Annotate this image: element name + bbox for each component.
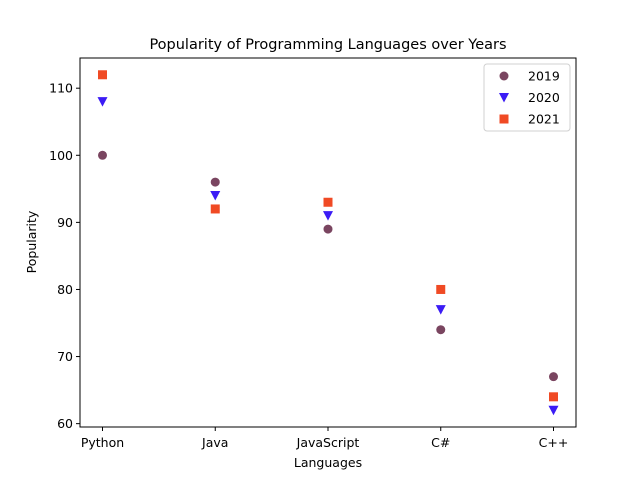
point-2020-c- — [548, 405, 559, 416]
point-2020-javascript — [323, 211, 333, 221]
legend-label: 2019 — [528, 69, 560, 84]
legend-label: 2021 — [528, 112, 560, 127]
x-tick-label: C# — [431, 435, 450, 450]
y-tick-label: 60 — [57, 416, 73, 431]
y-tick-label: 70 — [57, 349, 73, 364]
point-2020-python — [97, 97, 108, 107]
y-tick-label: 110 — [49, 81, 73, 96]
y-tick-label: 100 — [49, 148, 73, 163]
legend-marker-2020 — [499, 93, 509, 103]
legend: 2019 2020 2021 — [483, 63, 571, 132]
chart-title: Popularity of Programming Languages over… — [149, 37, 506, 53]
point-2019-c- — [549, 372, 558, 382]
y-axis: 60 70 80 90 100 110 — [49, 81, 80, 431]
legend-marker-2021 — [499, 114, 509, 124]
point-2019-javascript — [323, 224, 333, 234]
point-2021-c- — [549, 392, 558, 402]
y-tick-label: 90 — [57, 215, 73, 230]
x-tick-label: Python — [81, 435, 124, 450]
y-axis-label: Popularity — [24, 210, 39, 273]
x-tick-label: Java — [201, 435, 228, 450]
legend-marker-2019 — [499, 71, 509, 81]
point-2021-python — [98, 70, 107, 80]
x-tick-label: C++ — [539, 435, 569, 450]
point-2021-c- — [436, 284, 446, 294]
point-2021-javascript — [323, 197, 333, 207]
x-axis: Python Java JavaScript C# C++ — [81, 427, 569, 450]
legend-box — [483, 63, 571, 132]
point-2020-java — [210, 191, 221, 201]
point-2020-c- — [435, 305, 446, 315]
point-2021-java — [210, 204, 220, 214]
legend-label: 2020 — [528, 90, 560, 105]
data-points — [97, 70, 559, 416]
point-2019-c- — [436, 325, 446, 335]
y-tick-label: 80 — [57, 282, 73, 297]
x-tick-label: JavaScript — [296, 435, 360, 450]
point-2019-java — [210, 177, 220, 187]
point-2019-python — [98, 150, 107, 160]
x-axis-label: Languages — [294, 455, 362, 470]
